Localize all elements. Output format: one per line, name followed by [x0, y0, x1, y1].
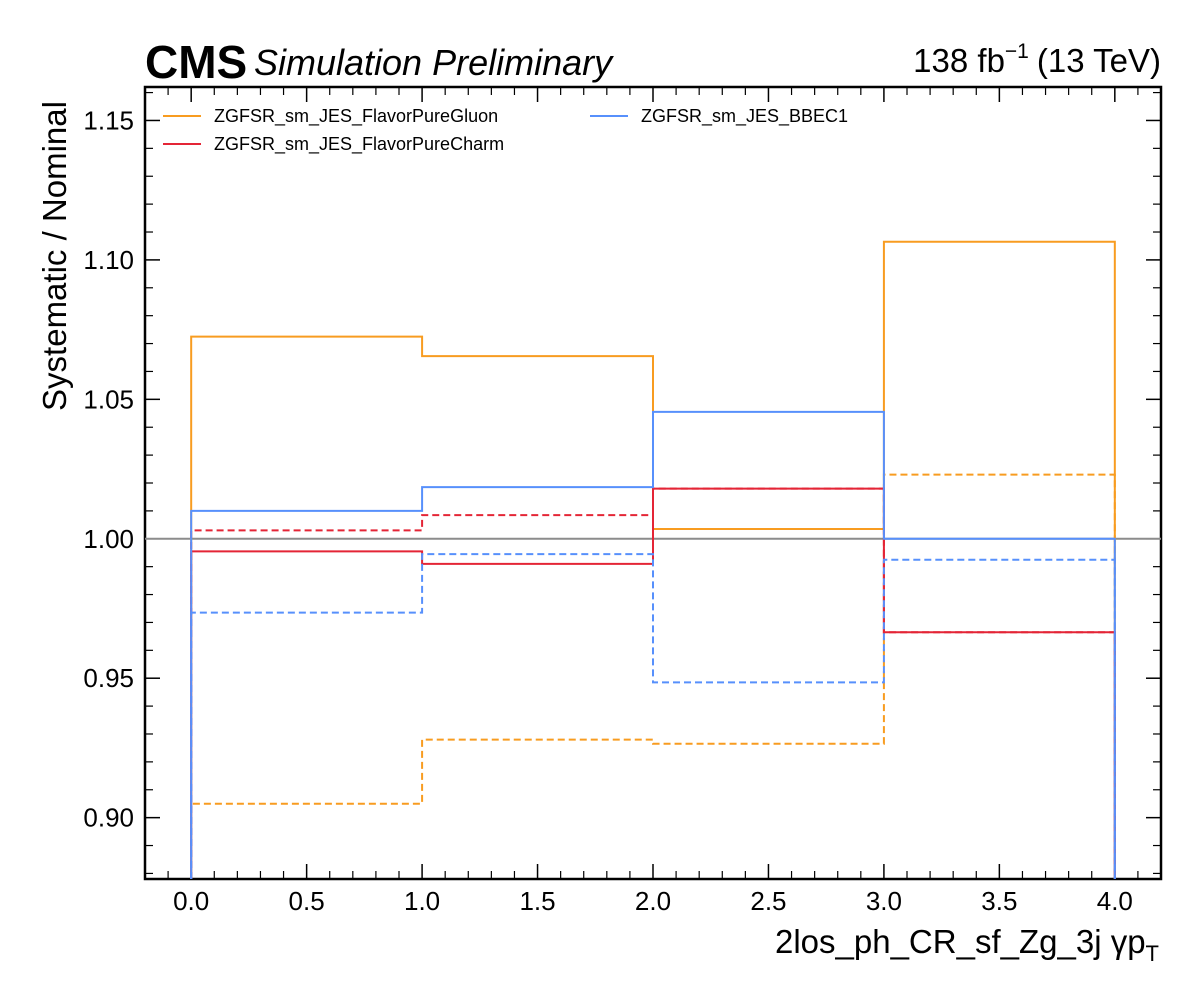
x-tick-label: 0.0 — [173, 886, 209, 916]
y-axis-title: Systematic / Nominal — [36, 101, 73, 411]
y-tick-label: 1.10 — [83, 245, 134, 275]
series-down-step — [190, 553, 1116, 879]
axis-ticks — [144, 87, 1162, 879]
series-up-step — [190, 410, 1116, 879]
cms-status-label: Simulation Preliminary — [254, 42, 614, 83]
x-tick-label: 3.0 — [866, 886, 902, 916]
lumi-value: 138 fb — [913, 42, 1005, 79]
x-tick-label: 2.0 — [635, 886, 671, 916]
x-tick-label: 2.5 — [750, 886, 786, 916]
lumi-label: 138 fb−1 (13 TeV) — [913, 40, 1161, 79]
y-tick-label: 1.15 — [83, 105, 134, 135]
x-tick-label: 1.5 — [519, 886, 555, 916]
y-tick-label: 0.90 — [83, 803, 134, 833]
legend-label: ZGFSR_sm_JES_FlavorPureGluon — [214, 106, 498, 127]
series-down-step — [190, 473, 1116, 879]
lumi-exponent: −1 — [1005, 40, 1029, 63]
cms-label: CMS — [145, 36, 247, 88]
x-tick-label: 3.5 — [981, 886, 1017, 916]
x-axis-title-subscript: T — [1146, 941, 1159, 966]
legend-label: ZGFSR_sm_JES_FlavorPureCharm — [214, 134, 504, 155]
legend-label: ZGFSR_sm_JES_BBEC1 — [641, 106, 848, 127]
x-tick-label: 0.5 — [289, 886, 325, 916]
x-tick-label: 1.0 — [404, 886, 440, 916]
y-tick-label: 1.00 — [83, 524, 134, 554]
series-up-step — [190, 487, 1116, 879]
y-tick-label: 0.95 — [83, 663, 134, 693]
series-down-step — [190, 487, 1116, 879]
tick-labels: 0.0 0.5 1.0 1.5 2.0 2.5 3.0 3.5 4.0 0.90 0.95 1.00 1… — [83, 105, 1133, 916]
lumi-energy: (13 TeV) — [1037, 42, 1161, 79]
x-tick-label: 4.0 — [1097, 886, 1133, 916]
x-axis-title: 2los_ph_CR_sf_Zg_3j γpT — [775, 923, 1159, 966]
x-axis-title-main: 2los_ph_CR_sf_Zg_3j γp — [775, 923, 1146, 960]
y-tick-label: 1.05 — [83, 384, 134, 414]
series-layer — [190, 240, 1116, 879]
legend: ZGFSR_sm_JES_FlavorPureGluon ZGFSR_sm_JES… — [163, 106, 848, 155]
